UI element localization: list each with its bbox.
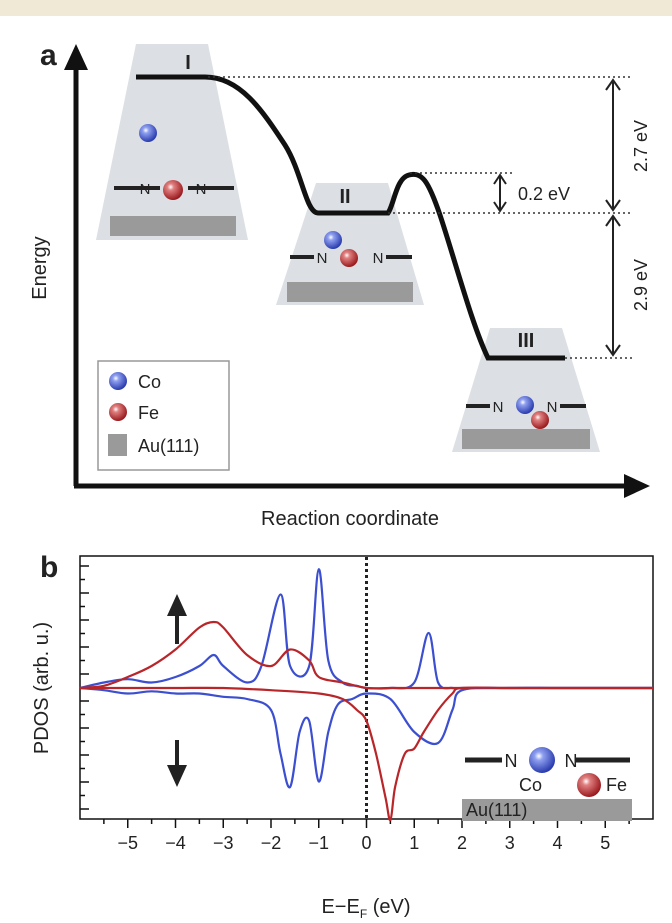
x-tick-label: 1 xyxy=(409,833,419,853)
gap-top-label: 2.7 eV xyxy=(631,120,651,172)
au-substrate xyxy=(110,216,236,236)
spin-up-arrowhead xyxy=(167,594,187,616)
n-atom-label: N xyxy=(505,751,518,771)
state-i-inset: N N xyxy=(96,44,248,240)
legend-fe-swatch xyxy=(109,403,127,421)
barrier-label: 0.2 eV xyxy=(518,184,570,204)
inset-fe-label: Fe xyxy=(606,775,627,795)
au-substrate xyxy=(462,429,590,449)
co-atom xyxy=(516,396,534,414)
legend-au-label: Au(111) xyxy=(138,436,199,456)
energy-axis-label: Energy xyxy=(29,236,51,299)
n-atom-label: N xyxy=(565,751,578,771)
state-i-inset-bg xyxy=(96,44,248,240)
gap-arrows xyxy=(493,78,621,357)
fe-atom xyxy=(531,411,549,429)
au-substrate xyxy=(287,282,413,302)
pdos-series xyxy=(79,568,653,822)
arrowhead xyxy=(493,173,507,185)
arrowhead xyxy=(605,78,621,91)
gap-bottom-label: 2.9 eV xyxy=(631,259,651,311)
x-tick-label: −5 xyxy=(117,833,138,853)
n-atom-label: N xyxy=(493,399,504,416)
spin-down-arrowhead xyxy=(167,765,187,787)
x-tick-label: 4 xyxy=(552,833,562,853)
legend-co-label: Co xyxy=(138,372,161,392)
y-ticks xyxy=(80,565,89,810)
pdos-axis-label: PDOS (arb. u.) xyxy=(31,622,53,754)
n-atom-label: N xyxy=(373,250,384,267)
fe-atom xyxy=(340,249,358,267)
pdos-inset: N N Co Fe Au(111) xyxy=(462,747,632,821)
inset-co-label: Co xyxy=(519,775,542,795)
pdos-series-line-3 xyxy=(79,686,653,822)
x-tick-labels: −5 −4 −3 −2 −1 0 1 2 3 4 5 xyxy=(117,833,610,853)
energy-profile-curve xyxy=(136,74,565,361)
legend-fe-label: Fe xyxy=(138,403,159,423)
state-label-iii: III xyxy=(518,330,535,352)
fe-atom xyxy=(163,180,183,200)
x-tick-label: 5 xyxy=(600,833,610,853)
x-tick-label: −1 xyxy=(308,833,329,853)
state-label-i: I xyxy=(185,52,191,74)
x-tick-label: −3 xyxy=(213,833,234,853)
x-tick-label: 2 xyxy=(457,833,467,853)
panel-b-letter: b xyxy=(40,551,58,584)
x-tick-label: −4 xyxy=(165,833,186,853)
arrowhead xyxy=(605,199,621,212)
co-atom xyxy=(139,124,157,142)
co-atom xyxy=(324,231,342,249)
guide-lines xyxy=(208,76,632,359)
state-label-ii: II xyxy=(339,186,350,208)
x-tick-label: 0 xyxy=(361,833,371,853)
pdos-series-line-2 xyxy=(79,686,653,789)
n-atom-label: N xyxy=(140,181,151,198)
fe-atom xyxy=(577,773,601,797)
legend-au-swatch xyxy=(108,434,127,456)
n-atom-label: N xyxy=(196,181,207,198)
reaction-axis-label: Reaction coordinate xyxy=(261,508,439,530)
legend: Co Fe Au(111) xyxy=(97,360,230,471)
reaction-axis-arrowhead xyxy=(624,474,650,498)
n-atom-label: N xyxy=(317,250,328,267)
pdos-x-axis-label: E−EF (eV) xyxy=(321,896,410,921)
x-tick-label: −2 xyxy=(261,833,282,853)
energy-axis-arrowhead xyxy=(64,44,88,70)
arrowhead xyxy=(605,344,621,357)
inset-au-label: Au(111) xyxy=(466,800,527,820)
arrowhead xyxy=(605,214,621,227)
co-atom xyxy=(529,747,555,773)
arrowhead xyxy=(493,201,507,213)
au-substrate xyxy=(462,799,632,821)
panel-a-letter: a xyxy=(40,39,57,72)
n-atom-label: N xyxy=(547,399,558,416)
x-tick-label: 3 xyxy=(505,833,515,853)
top-bar xyxy=(0,0,672,16)
legend-co-swatch xyxy=(109,372,127,390)
